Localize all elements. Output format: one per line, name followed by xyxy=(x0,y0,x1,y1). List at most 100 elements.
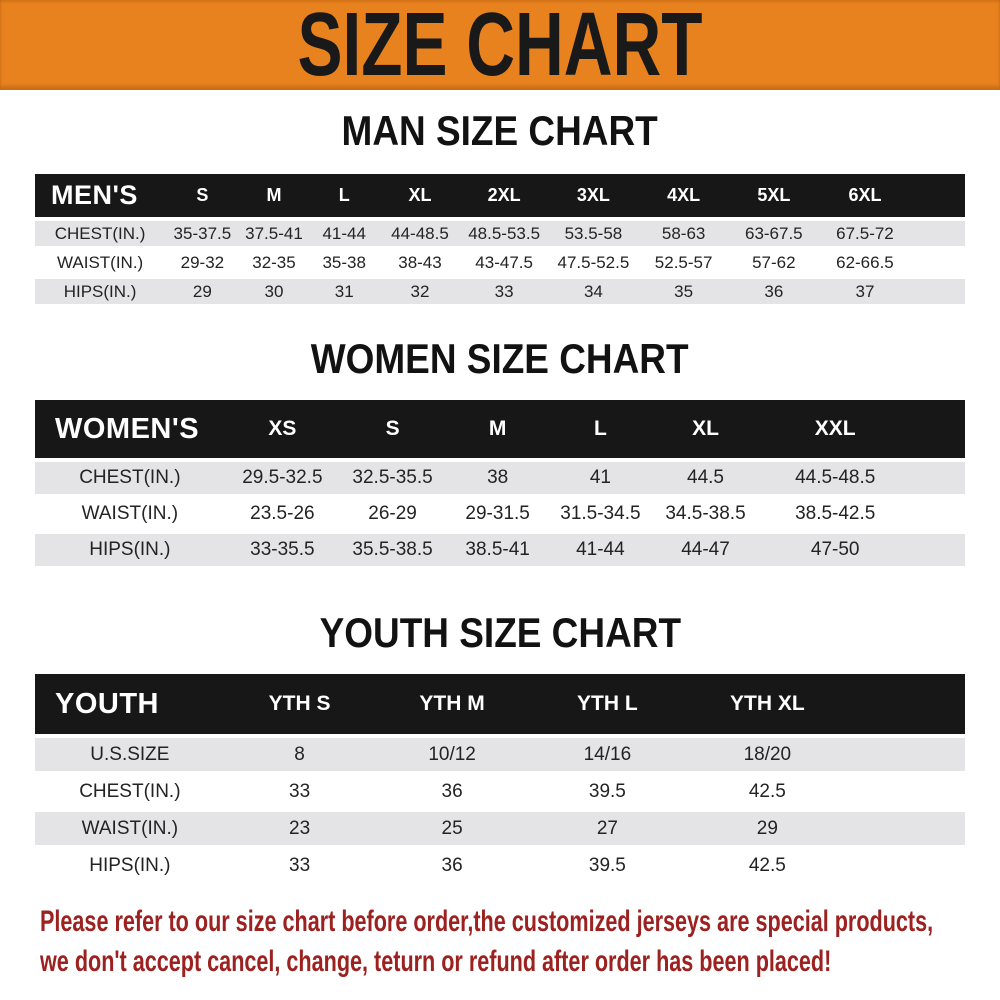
size-value: 33 xyxy=(224,775,375,808)
size-value: 42.5 xyxy=(685,849,850,882)
row-spacer xyxy=(910,250,965,275)
size-value: 44-47 xyxy=(650,534,761,566)
size-value: 43-47.5 xyxy=(459,250,549,275)
size-value: 36 xyxy=(374,775,530,808)
youth-size-col-yth-xl: YTH XL xyxy=(685,674,850,734)
size-value: 63-67.5 xyxy=(728,221,819,246)
row-spacer xyxy=(910,462,965,494)
size-value: 23.5-26 xyxy=(224,498,341,530)
youth-row-chest-in: CHEST(IN.) 33 36 39.5 42.5 xyxy=(35,775,965,808)
size-value: 36 xyxy=(374,849,530,882)
size-value: 30 xyxy=(239,279,309,304)
size-value: 47-50 xyxy=(760,534,911,566)
men-row-hips-in: HIPS(IN.) 29 30 31 32 33 34 35 36 37 xyxy=(35,279,965,304)
women-corner-label: WOMEN'S xyxy=(35,400,225,458)
youth-size-col-yth-s: YTH S xyxy=(224,674,375,734)
women-size-col-l: L xyxy=(550,400,651,458)
row-spacer xyxy=(849,738,965,771)
women-size-col-m: M xyxy=(445,400,551,458)
size-value: 33-35.5 xyxy=(224,534,341,566)
size-value: 44.5 xyxy=(650,462,761,494)
size-value: 38-43 xyxy=(380,250,460,275)
youth-size-col-yth-m: YTH M xyxy=(374,674,530,734)
women-header-row: WOMEN'S XS S M L XL XXL xyxy=(35,400,965,458)
row-label: U.S.SIZE xyxy=(35,738,225,771)
row-label: HIPS(IN.) xyxy=(35,534,225,566)
youth-row-waist-in: WAIST(IN.) 23 25 27 29 xyxy=(35,812,965,845)
men-size-col-6xl: 6XL xyxy=(818,174,911,217)
size-value: 29 xyxy=(165,279,240,304)
youth-section-title: YOUTH SIZE CHART xyxy=(0,570,1000,656)
row-label: CHEST(IN.) xyxy=(35,462,225,494)
women-size-table: WOMEN'S XS S M L XL XXL CHEST(IN.) 29.5-32.5 32.5… xyxy=(35,396,965,570)
women-size-col-xs: XS xyxy=(224,400,341,458)
size-value: 35.5-38.5 xyxy=(340,534,446,566)
men-size-table: MEN'S S M L XL 2XL 3XL 4XL 5XL 6XL CHEST(IN.) 35-37… xyxy=(35,170,965,308)
size-value: 67.5-72 xyxy=(818,221,911,246)
women-row-hips-in: HIPS(IN.) 33-35.5 35.5-38.5 38.5-41 41-44 44-… xyxy=(35,534,965,566)
women-size-col-xxl: XXL xyxy=(760,400,911,458)
row-spacer xyxy=(910,221,965,246)
row-label: WAIST(IN.) xyxy=(35,812,225,845)
size-value: 29 xyxy=(685,812,850,845)
men-header-spacer xyxy=(910,174,965,217)
women-section: WOMEN SIZE CHART WOMEN'S XS S M L XL XXL CHEST(… xyxy=(0,308,1000,570)
size-value: 57-62 xyxy=(728,250,819,275)
notice-line-2: we don't accept cancel, change, teturn o… xyxy=(40,945,832,978)
men-size-col-5xl: 5XL xyxy=(728,174,819,217)
men-section-title: MAN SIZE CHART xyxy=(0,90,1000,154)
women-section-title-text: WOMEN SIZE CHART xyxy=(311,335,689,382)
row-label: CHEST(IN.) xyxy=(35,775,225,808)
youth-size-table: YOUTH YTH S YTH M YTH L YTH XL U.S.SIZE 8 10/12… xyxy=(35,670,965,886)
size-value: 44.5-48.5 xyxy=(760,462,911,494)
row-label: WAIST(IN.) xyxy=(35,250,166,275)
row-spacer xyxy=(849,775,965,808)
size-value: 53.5-58 xyxy=(548,221,639,246)
men-row-chest-in: CHEST(IN.) 35-37.5 37.5-41 41-44 44-48.5 48.5… xyxy=(35,221,965,246)
size-value: 29-32 xyxy=(165,250,240,275)
size-value: 41 xyxy=(550,462,651,494)
women-row-chest-in: CHEST(IN.) 29.5-32.5 32.5-35.5 38 41 44.5 44.5… xyxy=(35,462,965,494)
banner: SIZE CHART xyxy=(0,0,1000,95)
size-value: 33 xyxy=(459,279,549,304)
youth-header-spacer xyxy=(849,674,965,734)
size-value: 8 xyxy=(224,738,375,771)
size-value: 25 xyxy=(374,812,530,845)
men-section-title-text: MAN SIZE CHART xyxy=(341,107,659,154)
women-row-waist-in: WAIST(IN.) 23.5-26 26-29 29-31.5 31.5-34.5 34… xyxy=(35,498,965,530)
size-value: 38.5-41 xyxy=(445,534,551,566)
size-value: 35 xyxy=(638,279,729,304)
men-header-row: MEN'S S M L XL 2XL 3XL 4XL 5XL 6XL xyxy=(35,174,965,217)
size-value: 34.5-38.5 xyxy=(650,498,761,530)
row-label: CHEST(IN.) xyxy=(35,221,166,246)
men-size-col-xl: XL xyxy=(380,174,460,217)
row-label: WAIST(IN.) xyxy=(35,498,225,530)
size-value: 32-35 xyxy=(239,250,309,275)
size-value: 26-29 xyxy=(340,498,446,530)
size-value: 23 xyxy=(224,812,375,845)
men-size-col-s: S xyxy=(165,174,240,217)
row-label: HIPS(IN.) xyxy=(35,279,166,304)
row-spacer xyxy=(910,534,965,566)
size-value: 41-44 xyxy=(308,221,380,246)
men-size-col-l: L xyxy=(308,174,380,217)
size-value: 31 xyxy=(308,279,380,304)
size-value: 32 xyxy=(380,279,460,304)
men-size-col-m: M xyxy=(239,174,309,217)
notice-line-1: Please refer to our size chart before or… xyxy=(40,905,934,938)
size-value: 58-63 xyxy=(638,221,729,246)
row-spacer xyxy=(849,812,965,845)
youth-corner-label: YOUTH xyxy=(35,674,225,734)
row-spacer xyxy=(849,849,965,882)
women-size-col-xl: XL xyxy=(650,400,761,458)
youth-section-title-text: YOUTH SIZE CHART xyxy=(319,609,681,656)
youth-size-col-yth-l: YTH L xyxy=(529,674,686,734)
size-value: 42.5 xyxy=(685,775,850,808)
men-size-col-3xl: 3XL xyxy=(548,174,639,217)
size-value: 14/16 xyxy=(529,738,686,771)
size-value: 32.5-35.5 xyxy=(340,462,446,494)
size-value: 36 xyxy=(728,279,819,304)
size-value: 35-37.5 xyxy=(165,221,240,246)
size-value: 33 xyxy=(224,849,375,882)
